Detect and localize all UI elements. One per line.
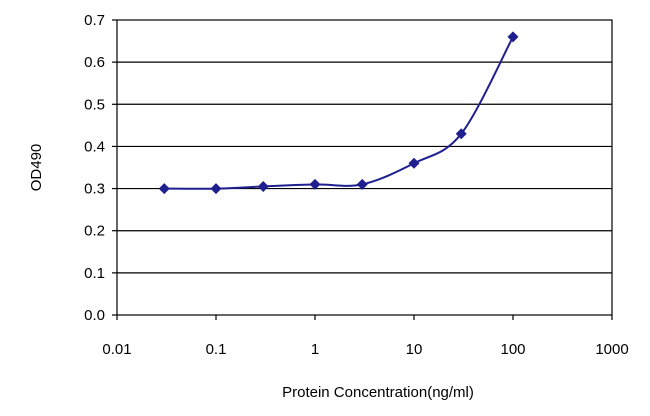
y-tick-label: 0.6	[84, 54, 105, 71]
y-axis-ticks: 0.0 0.1 0.2 0.3 0.4 0.5 0.6 0.7	[84, 12, 117, 324]
data-point	[356, 178, 368, 190]
y-tick-label: 0.1	[84, 265, 105, 282]
data-point	[210, 183, 222, 195]
y-tick-label: 0.2	[84, 223, 105, 240]
y-tick-label: 0.0	[84, 307, 105, 324]
data-point	[455, 128, 467, 140]
plot-area-border	[116, 19, 613, 316]
x-axis-ticks: 0.01 0.1 1 10 100 1000	[102, 315, 629, 358]
series-group	[158, 31, 519, 195]
x-tick-label: 0.1	[206, 341, 227, 358]
y-tick-label: 0.3	[84, 181, 105, 198]
x-tick-label: 0.01	[102, 341, 131, 358]
y-tick-label: 0.4	[84, 138, 105, 155]
y-tick-label: 0.7	[84, 12, 105, 29]
x-tick-label: 10	[406, 341, 423, 358]
data-point	[408, 157, 420, 169]
x-tick-label: 1000	[595, 341, 628, 358]
x-tick-label: 100	[500, 341, 525, 358]
x-tick-label: 1	[311, 341, 319, 358]
y-axis-label: OD490	[28, 144, 45, 192]
data-point	[257, 180, 269, 192]
data-point	[158, 183, 170, 195]
data-point	[309, 178, 321, 190]
data-point	[507, 31, 519, 43]
y-tick-label: 0.5	[84, 96, 105, 113]
x-axis-label: Protein Concentration(ng/ml)	[282, 384, 474, 401]
